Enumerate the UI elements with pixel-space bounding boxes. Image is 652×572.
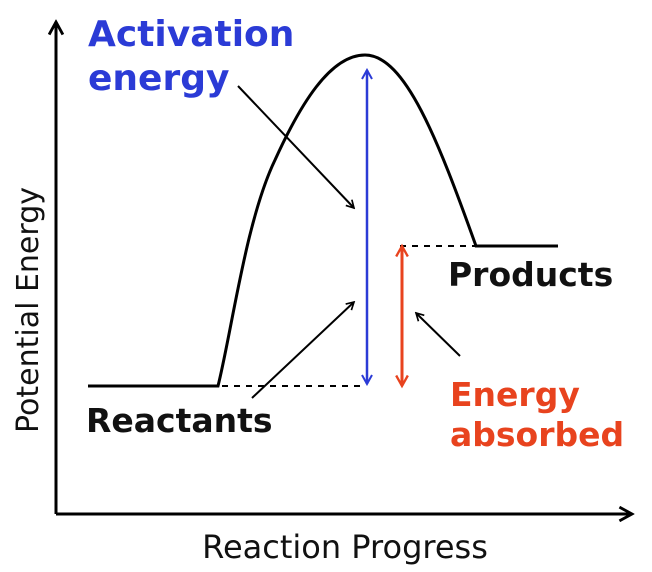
absorbed-pointer-arrow: [416, 313, 461, 357]
absorbed-label-line2: absorbed: [450, 415, 624, 454]
y-axis-label: Potential Energy: [11, 187, 46, 433]
activation-label-line1: Activation: [88, 14, 294, 55]
reactants-label: Reactants: [86, 401, 273, 440]
activation-pointer-arrow: [237, 85, 354, 208]
reactants-pointer-arrow: [251, 302, 354, 399]
x-axis-label: Reaction Progress: [202, 528, 488, 566]
energy-curve: [88, 53, 558, 388]
activation-label-line2: energy: [88, 58, 229, 99]
absorbed-label-line1: Energy: [450, 375, 580, 414]
products-label: Products: [448, 255, 613, 294]
